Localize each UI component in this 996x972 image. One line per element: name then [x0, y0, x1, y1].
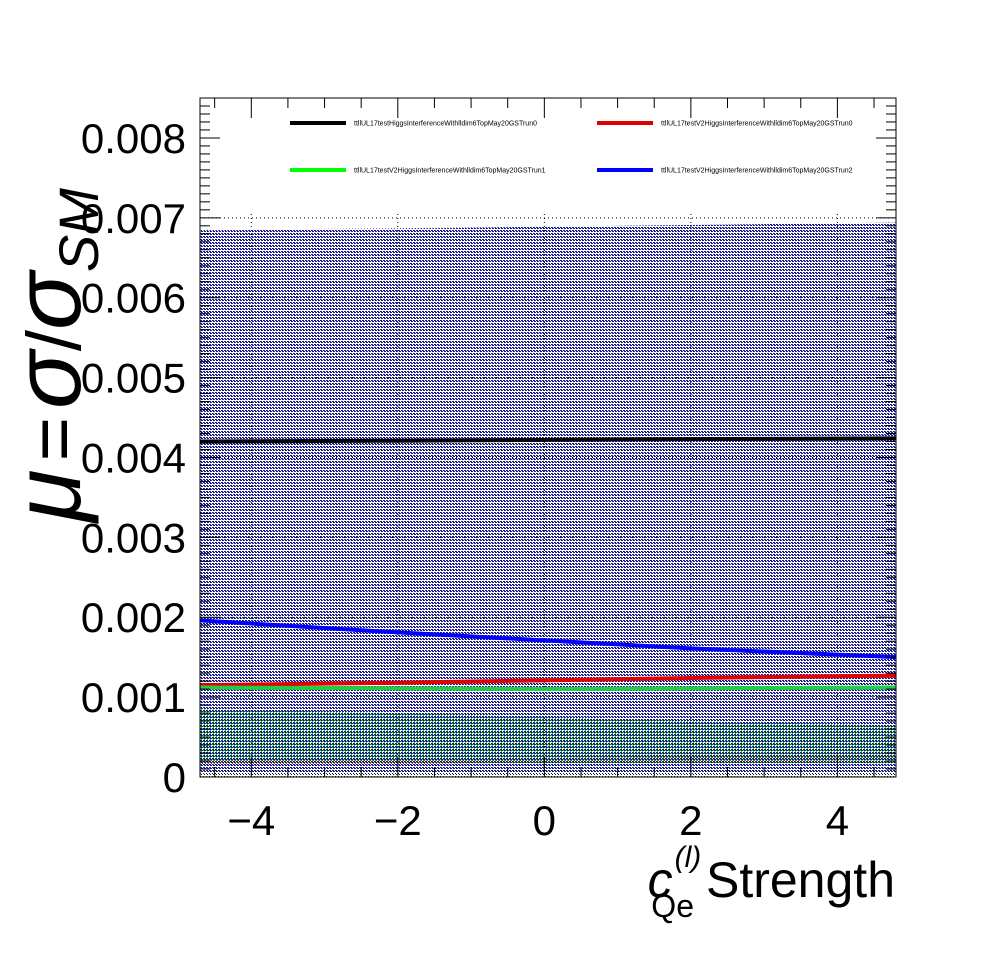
y-axis-equals: =	[12, 417, 97, 461]
x-axis-symbol: c	[648, 852, 673, 908]
series-line-1	[199, 436, 897, 444]
x-tick-label: 0	[533, 797, 556, 844]
x-axis-title: c(l) Qe Strength	[648, 841, 895, 924]
y-tick-label: 0.008	[81, 115, 186, 162]
plot-frame	[199, 97, 897, 778]
band-series-4	[200, 222, 896, 774]
x-tick-label: −2	[374, 797, 422, 844]
uncertainty-bands	[200, 222, 896, 778]
y-tick-label: 0	[163, 754, 186, 801]
legend-box	[201, 99, 895, 213]
band-series-3	[200, 709, 896, 764]
series-line-4	[199, 618, 897, 660]
series-line-2	[199, 673, 897, 688]
x-tick-label: 2	[679, 797, 702, 844]
y-tick-label: 0.003	[81, 514, 186, 561]
legend-label-4: ttllUL17testV2HiggsInterferenceWithlldim…	[661, 168, 853, 175]
y-tick-label: 0.006	[81, 275, 186, 322]
y-axis-slash: /	[12, 329, 97, 351]
series-line-3	[199, 685, 897, 692]
y-tick-label: 0.001	[81, 674, 186, 721]
series-lines	[199, 436, 897, 692]
x-axis-superscript: (l)	[675, 841, 702, 874]
y-axis-sigma-sm: σ	[0, 269, 101, 330]
axes: −4 −2 0 2 4 0 0.001 0.002 0.003 0.004 0.005 0.006 0.…	[81, 97, 897, 844]
y-tick-label: 0.005	[81, 355, 186, 402]
x-tick-label: 4	[826, 797, 849, 844]
x-axis-text: Strength	[706, 852, 895, 908]
legend-label-1: ttllUL17testHiggsInterferenceWithlldim6T…	[354, 121, 537, 128]
x-axis-subscript: Qe	[651, 888, 694, 924]
y-tick-label: 0.002	[81, 594, 186, 641]
legend-label-3: ttllUL17testV2HiggsInterferenceWithlldim…	[354, 168, 546, 175]
band-series-2	[200, 756, 896, 766]
y-axis-sigma: σ	[0, 348, 101, 409]
legend-label-2: ttllUL17testV2HiggsInterferenceWithlldim…	[661, 121, 853, 128]
legend: ttllUL17testHiggsInterferenceWithlldim6T…	[201, 99, 895, 213]
y-axis-sm: SM	[47, 188, 110, 272]
x-tick-label: −4	[227, 797, 275, 844]
y-tick-label: 0.007	[81, 195, 186, 242]
y-axis-title: μ=σ/σSM	[0, 188, 110, 525]
y-tick-label: 0.004	[81, 434, 186, 481]
y-axis-mu: μ	[0, 469, 101, 525]
